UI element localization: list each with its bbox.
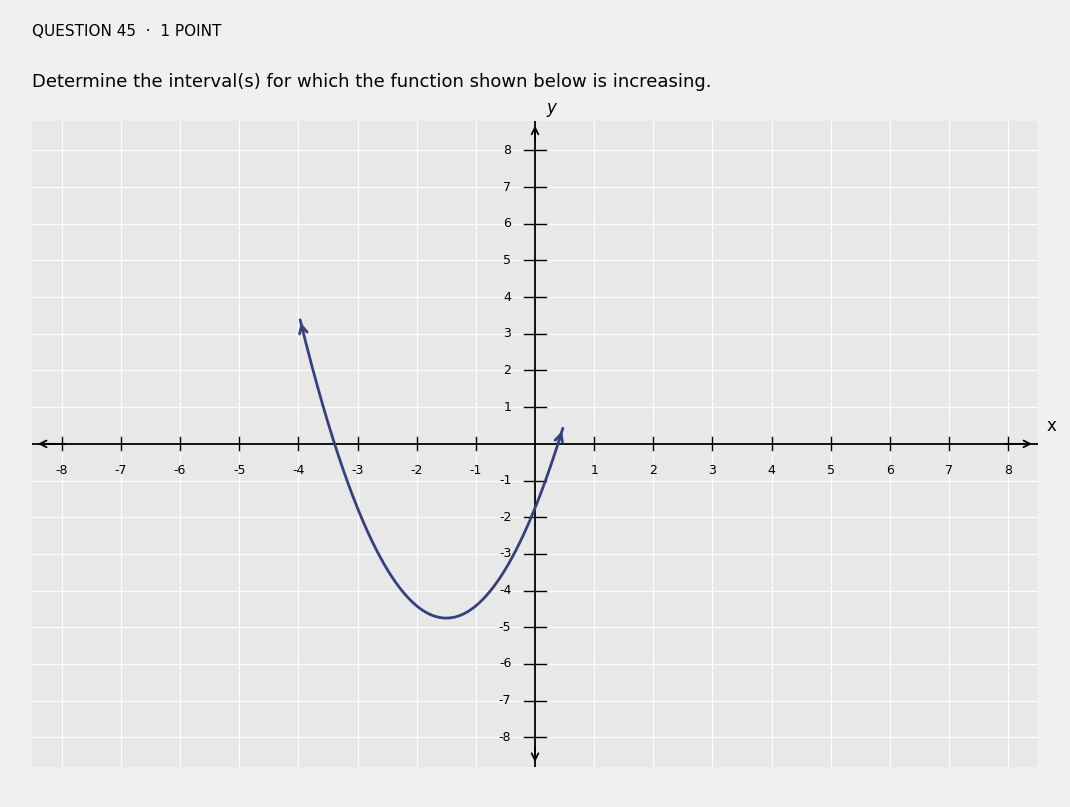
Text: -3: -3 [351,464,364,477]
Text: 4: 4 [504,291,511,303]
Text: 4: 4 [767,464,776,477]
Text: 1: 1 [504,400,511,414]
Text: -6: -6 [173,464,186,477]
Text: -2: -2 [411,464,423,477]
Text: 1: 1 [591,464,598,477]
Text: -1: -1 [499,474,511,487]
Text: -1: -1 [470,464,482,477]
Text: 7: 7 [945,464,953,477]
Text: -5: -5 [499,621,511,633]
Text: 8: 8 [503,144,511,157]
Text: -8: -8 [56,464,67,477]
Text: 8: 8 [1005,464,1012,477]
Text: 2: 2 [649,464,657,477]
Text: -6: -6 [499,658,511,671]
Text: -8: -8 [499,731,511,744]
Text: Determine the interval(s) for which the function shown below is increasing.: Determine the interval(s) for which the … [32,73,712,90]
Text: 6: 6 [504,217,511,230]
Text: -5: -5 [233,464,245,477]
Text: -4: -4 [499,584,511,597]
Text: 5: 5 [827,464,835,477]
Text: QUESTION 45  ·  1 POINT: QUESTION 45 · 1 POINT [32,24,221,40]
Text: 6: 6 [886,464,893,477]
Text: y: y [547,99,556,117]
Text: 7: 7 [503,181,511,194]
Text: -4: -4 [292,464,305,477]
Text: x: x [1046,416,1057,435]
Text: 2: 2 [504,364,511,377]
Text: -7: -7 [499,694,511,707]
Text: -7: -7 [114,464,127,477]
Text: -3: -3 [499,547,511,560]
Text: -2: -2 [499,511,511,524]
Text: 3: 3 [708,464,717,477]
Text: 3: 3 [504,328,511,341]
Text: 5: 5 [503,254,511,267]
